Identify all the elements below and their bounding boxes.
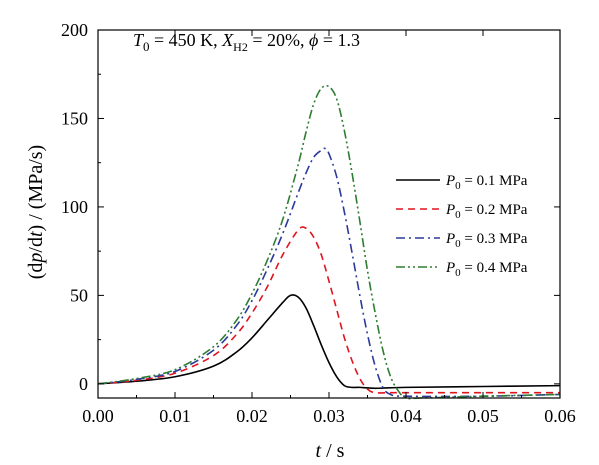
y-tick-label: 0 [79,374,88,394]
x-tick-label: 0.02 [236,406,268,426]
y-tick-label: 50 [70,285,88,305]
series-line-1 [97,294,561,390]
x-tick-label: 0.04 [390,406,422,426]
y-tick-label: 100 [61,197,88,217]
y-tick-label: 200 [61,20,88,40]
legend: P0 = 0.1 MPa P0 = 0.2 MPa P0 = 0.3 MPa P0 =… [396,173,528,279]
series-line-4 [97,84,561,400]
plot-lines [97,84,561,400]
x-axis-ticks: 0.00 0.01 0.02 0.03 0.04 0.05 0.06 [82,30,576,426]
x-tick-label: 0.03 [313,406,345,426]
series-line-2 [97,226,560,394]
x-tick-label: 0.05 [467,406,499,426]
x-tick-label: 0.01 [159,406,191,426]
x-tick-label: 0.06 [544,406,576,426]
legend-label-3: P0 = 0.3 MPa [445,231,528,250]
legend-label-2: P0 = 0.2 MPa [445,202,528,221]
y-axis-label: (dp/dt) / (MPa/s) [25,145,47,279]
legend-label-1: P0 = 0.1 MPa [445,173,528,192]
x-axis-label: t / s [316,440,345,462]
series-line-3 [97,147,561,398]
x-tick-label: 0.00 [82,406,114,426]
plot-frame [97,29,561,399]
y-tick-label: 150 [61,108,88,128]
y-axis-ticks: 0 50 100 150 200 [61,20,560,394]
chart-annotation: T0 = 450 K, XH2 = 20%, ϕ = 1.3 [133,30,360,54]
legend-label-4: P0 = 0.4 MPa [445,260,528,279]
